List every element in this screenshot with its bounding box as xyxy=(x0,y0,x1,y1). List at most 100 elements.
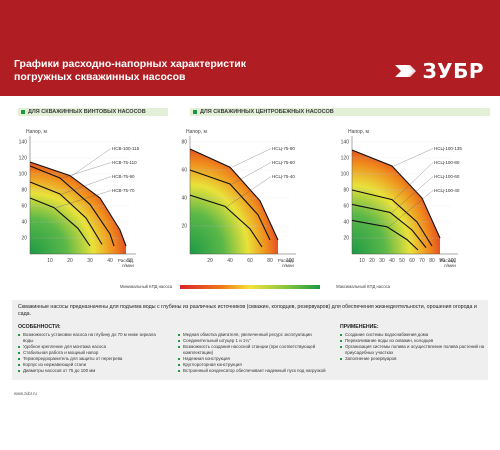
x-tick-label: 70 xyxy=(419,258,425,264)
list-item: Заполнение резервуаров xyxy=(340,356,488,362)
y-axis-label: Напор, м xyxy=(186,129,207,135)
x-axis-label: Расход, xyxy=(278,258,294,263)
list-item: Возможность установки насоса на глубину … xyxy=(18,332,166,344)
section-accent xyxy=(21,109,25,114)
series-line xyxy=(351,203,427,248)
y-tick-label: 140 xyxy=(19,140,28,146)
y-tick-label: 80 xyxy=(21,188,27,194)
list-item: Стабильная работа и мощный напор xyxy=(18,350,166,356)
features-list: Возможность установки насоса на глубину … xyxy=(18,332,166,374)
header-banner: Графики расходно-напорных характеристик … xyxy=(0,0,500,96)
x-tick-label: 60 xyxy=(409,258,415,264)
series-leader xyxy=(55,190,112,208)
chart-svg-1: 20 40 60 80 20 40 60 80 100 Напор, м Расход,л/мин Н… xyxy=(181,129,296,268)
chart-screw: 20 40 60 80 100 120 140 10 20 30 40 50 Напор, м Расхо… xyxy=(8,120,168,270)
list-item: Корпус из нержавеющей стали xyxy=(18,362,166,368)
x-tick-label: 50 xyxy=(399,258,405,264)
series-leader xyxy=(393,148,434,167)
series-leader xyxy=(231,148,272,168)
x-tick-label: 20 xyxy=(369,258,375,264)
x-axis-label: л/мин xyxy=(122,263,134,268)
y-tick-label: 40 xyxy=(21,220,27,226)
section-accent xyxy=(193,109,197,114)
section-label-centrifugal-text: ДЛЯ СКВАЖИННЫХ ЦЕНТРОБЕЖНЫХ НАСОСОВ xyxy=(200,109,334,115)
x-tick-label: 30 xyxy=(379,258,385,264)
series-line xyxy=(29,181,103,245)
series-label: НСЦ-75-80 xyxy=(272,146,295,151)
y-tick-label: 80 xyxy=(343,188,349,194)
list-item: Медная обмотка двигателя, увеличенный ре… xyxy=(178,332,326,338)
series-leader xyxy=(71,148,112,176)
y-tick-label: 60 xyxy=(21,204,27,210)
efficiency-area xyxy=(30,162,126,254)
series-leader xyxy=(391,176,434,213)
application-column: ПРИМЕНЕНИЕ: Создание системы водо­снабже… xyxy=(340,324,488,362)
series-line xyxy=(351,189,433,247)
list-item: Организация системы полива и осуществлен… xyxy=(340,344,488,356)
x-tick-label: 100 xyxy=(448,258,457,264)
x-tick-label: 10 xyxy=(359,258,365,264)
title-line-2: погружных скважинных насосов xyxy=(14,71,186,83)
title-line-1: Графики расходно-напорных характеристик xyxy=(14,58,246,70)
description-text: Скважинные насосы предназначены для подъ… xyxy=(18,304,477,317)
page-title: Графики расходно-напорных характеристик … xyxy=(14,58,354,84)
list-item: Надежная конструкция xyxy=(178,356,326,362)
list-item: Удобное крепление для монтажа насоса xyxy=(18,344,166,350)
x-axis-label: л/мин xyxy=(444,263,456,268)
y-tick-label: 80 xyxy=(181,140,187,146)
efficiency-legend: Минимальный КПД насоса Максимальный КПД … xyxy=(120,282,390,292)
y-axis-label: Напор, м xyxy=(26,129,47,135)
series-label: НСЦ-100-135 xyxy=(434,146,462,151)
chart-svg-0: 20 40 60 80 100 120 140 10 20 30 40 50 Напор, м Расхо… xyxy=(19,129,140,268)
legend-max-label: Максимальный КПД насоса xyxy=(336,284,390,289)
y-tick-label: 20 xyxy=(181,224,187,230)
features-column-2: Медная обмотка двигателя, увеличенный ре… xyxy=(178,324,326,374)
features-title: ОСОБЕННОСТИ: xyxy=(18,324,61,330)
series-leader xyxy=(61,176,112,195)
series-line xyxy=(29,165,115,247)
efficiency-area xyxy=(352,150,440,254)
y-tick-label: 120 xyxy=(341,156,350,162)
series-leader xyxy=(61,162,112,179)
y-tick-label: 20 xyxy=(21,236,27,242)
description-panel xyxy=(12,300,488,380)
y-tick-label: 100 xyxy=(341,172,350,178)
x-tick-label: 60 xyxy=(247,258,253,264)
x-tick-label: 30 xyxy=(87,258,93,264)
footer-url[interactable]: www.zubr.ru xyxy=(14,391,37,396)
y-tick-label: 40 xyxy=(181,196,187,202)
series-leader xyxy=(226,176,272,207)
section-label-centrifugal: ДЛЯ СКВАЖИННЫХ ЦЕНТРОБЕЖНЫХ НАСОСОВ xyxy=(190,108,490,116)
x-axis-label: Расход, xyxy=(440,258,456,263)
x-axis-label: л/мин xyxy=(282,263,294,268)
series-line xyxy=(189,194,263,248)
series-label: НСВ-75-70 xyxy=(112,188,135,193)
x-tick-label: 90 xyxy=(439,258,445,264)
series-label: НСЦ-100-80 xyxy=(434,160,460,165)
section-label-screw: ДЛЯ СКВАЖИННЫХ ВИНТОВЫХ НАСОСОВ xyxy=(18,108,168,116)
list-item: Возможность создания насосной станции (п… xyxy=(178,344,326,356)
list-item: Соединительный штуцер 1 и 1¼" xyxy=(178,338,326,344)
x-tick-label: 80 xyxy=(429,258,435,264)
brand-mark-icon xyxy=(395,65,417,77)
series-line xyxy=(29,161,127,247)
chart-centrifugal-75: 20 40 60 80 20 40 60 80 100 Напор, м Расход, л/мин Н… xyxy=(168,120,328,270)
series-label: НСЦ-100-60 xyxy=(434,174,460,179)
series-label: НСВ-75-110 xyxy=(112,160,137,165)
chart-centrifugal-100: 20 40 60 80 100 120 140 10 20 30 40 50 60 70 80 90 100 На… xyxy=(330,120,490,270)
x-tick-label: 80 xyxy=(267,258,273,264)
brand-logo: ЗУБР xyxy=(393,59,484,83)
series-label: НСЦ-75-40 xyxy=(272,174,295,179)
features2-list: Медная обмотка двигателя, увеличенный ре… xyxy=(178,332,326,374)
list-item: Перекачивание воды из скважин, колодцев xyxy=(340,338,488,344)
x-tick-label: 100 xyxy=(286,258,295,264)
y-axis-label: Напор, м xyxy=(348,129,369,135)
y-tick-label: 100 xyxy=(19,172,28,178)
x-tick-label: 20 xyxy=(207,258,213,264)
series-label: НСВ-100-115 xyxy=(112,146,140,151)
y-tick-label: 140 xyxy=(341,140,350,146)
series-line xyxy=(189,148,279,241)
y-tick-label: 20 xyxy=(343,236,349,242)
x-tick-label: 40 xyxy=(107,258,113,264)
series-label: НСЦ-75-60 xyxy=(272,160,295,165)
